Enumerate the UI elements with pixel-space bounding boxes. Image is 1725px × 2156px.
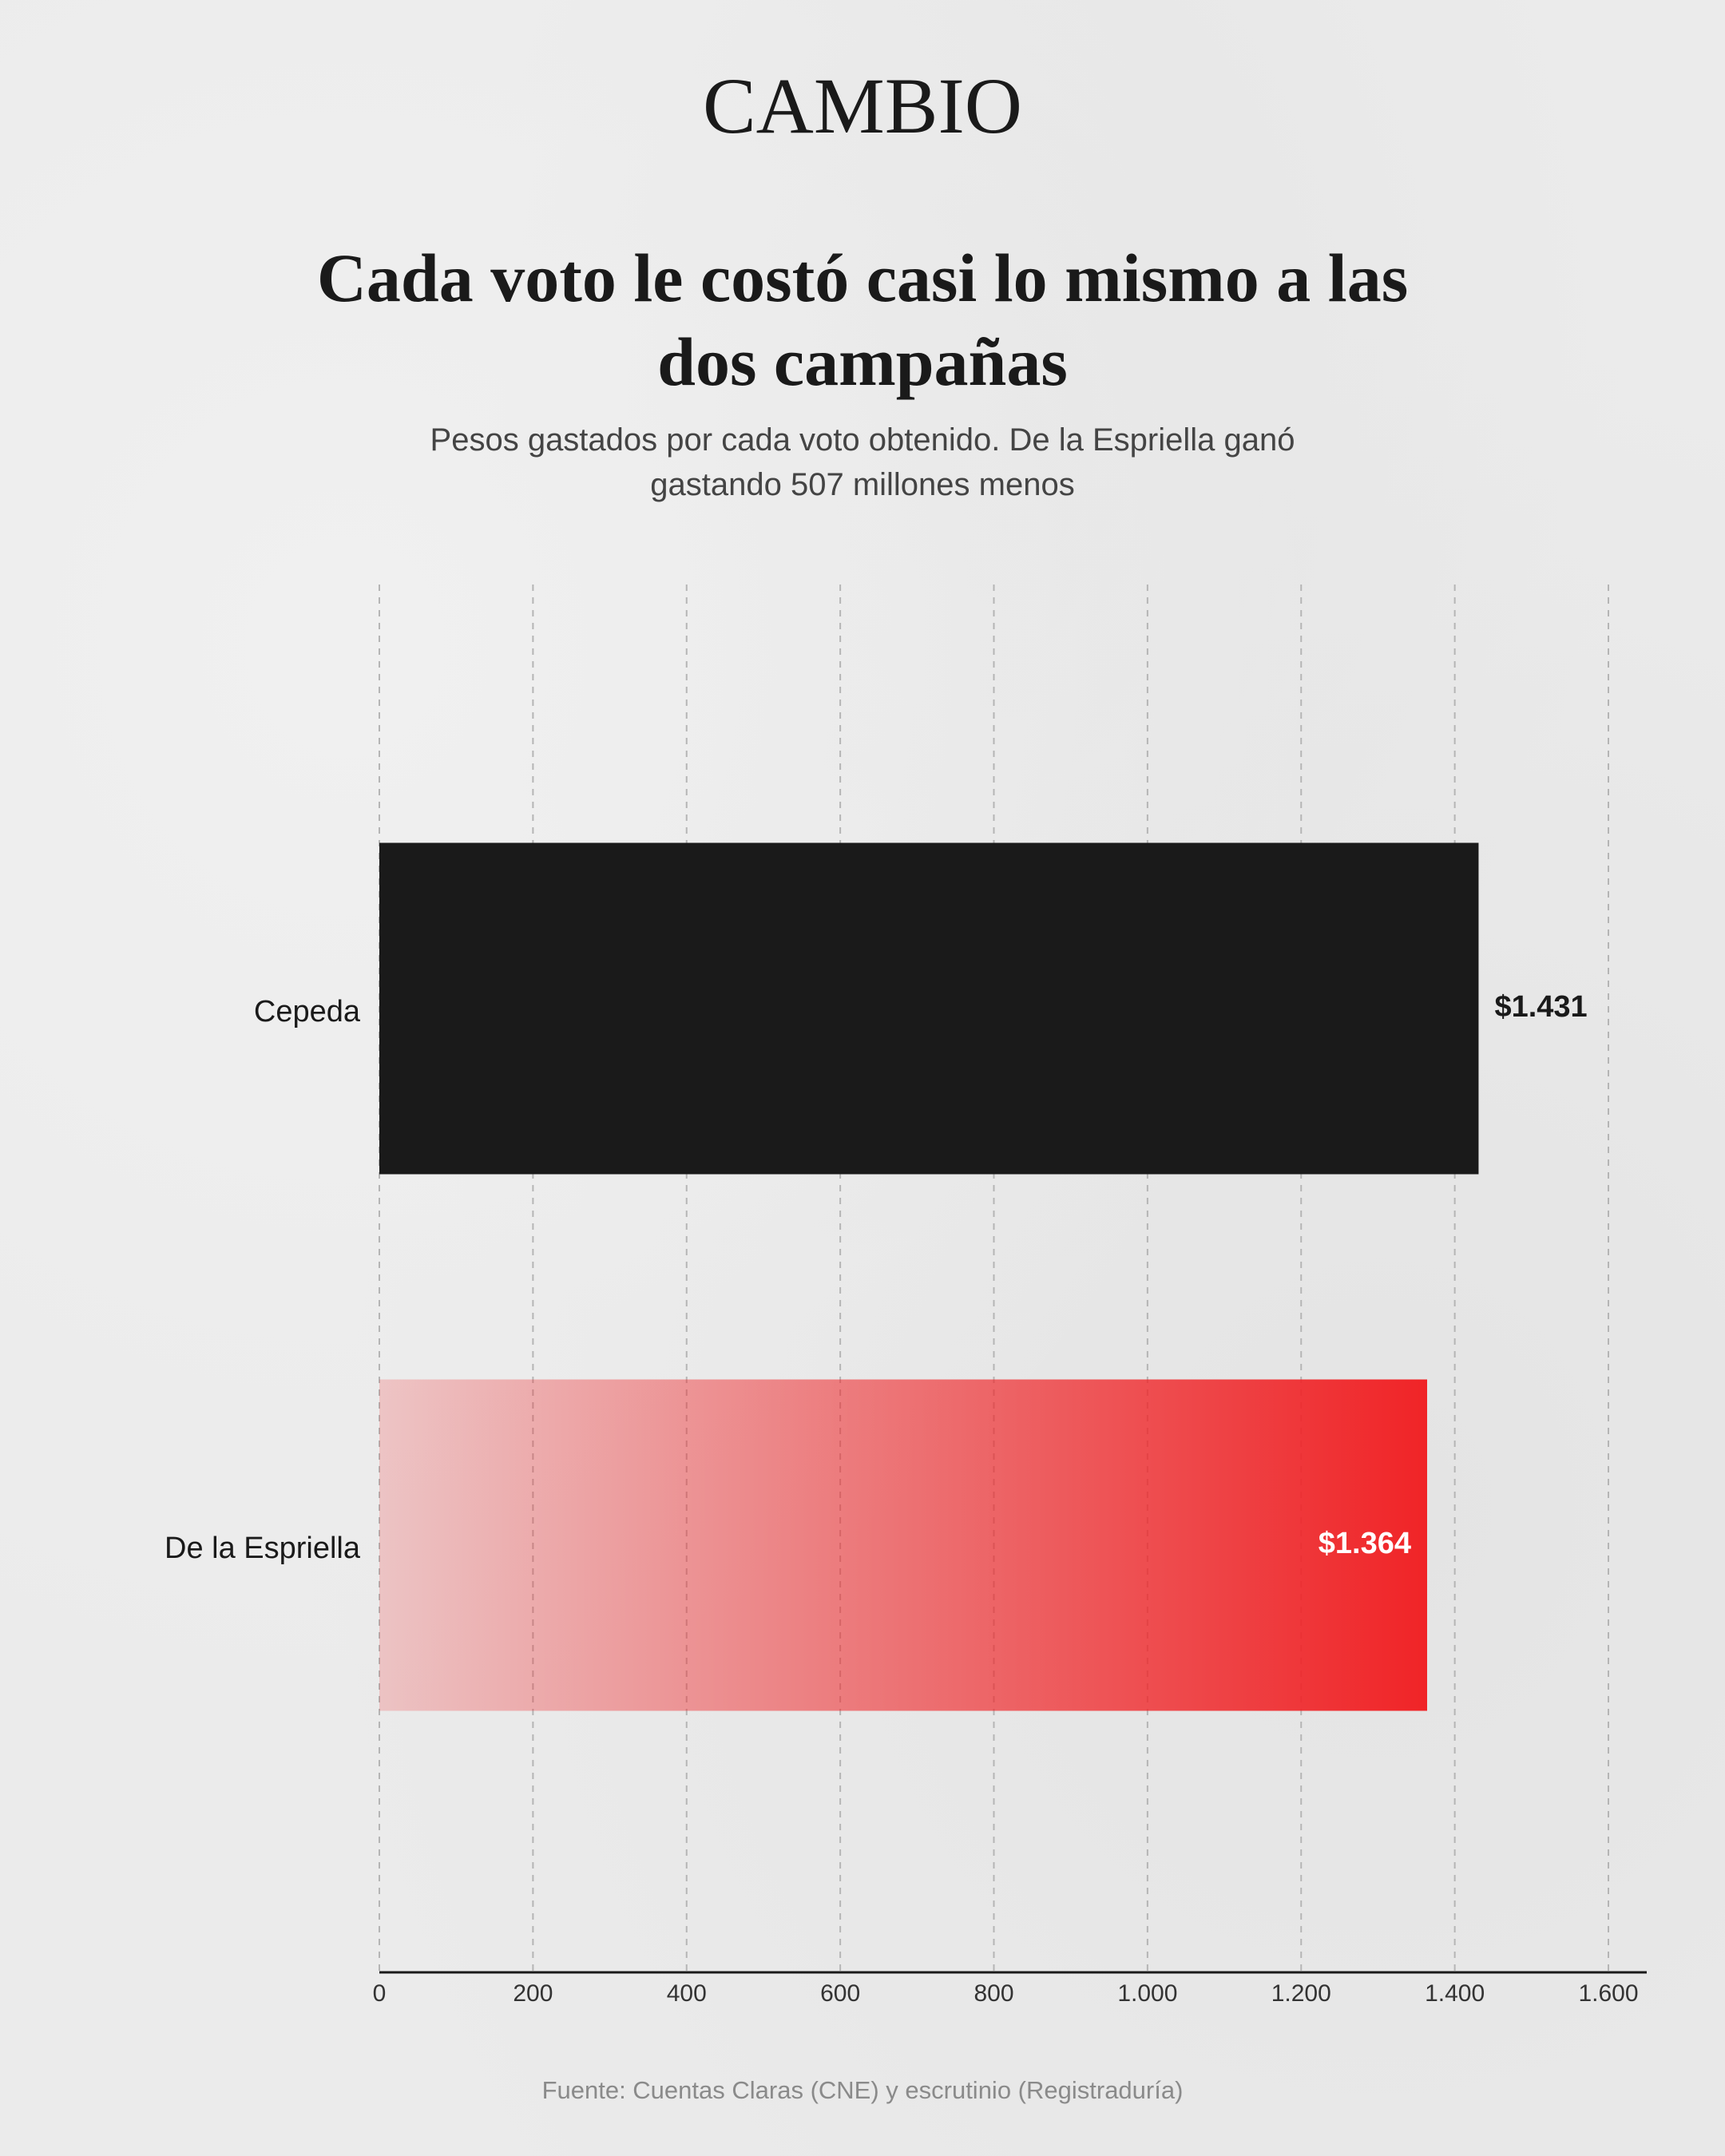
x-tick-label: 1.200 <box>1271 1980 1331 2007</box>
x-tick-label: 0 <box>373 1980 387 2007</box>
x-tick-label: 400 <box>667 1980 707 2007</box>
brand-logo: CAMBIO <box>703 61 1022 150</box>
x-tick-label: 1.000 <box>1117 1980 1177 2007</box>
chart-subtitle: Pesos gastados por cada voto obtenido. D… <box>430 422 1295 502</box>
source-note: Fuente: Cuentas Claras (CNE) y escrutini… <box>542 2076 1184 2104</box>
x-tick-label: 1.600 <box>1578 1980 1638 2007</box>
value-label: $1.431 <box>1494 990 1587 1024</box>
category-label: Cepeda <box>254 995 361 1028</box>
x-tick-label: 1.400 <box>1425 1980 1485 2007</box>
value-label: $1.364 <box>1319 1527 1411 1560</box>
x-tick-label: 800 <box>974 1980 1013 2007</box>
x-tick-label: 200 <box>513 1980 553 2007</box>
x-tick-label: 600 <box>820 1980 860 2007</box>
bar <box>379 842 1479 1175</box>
category-label: De la Espriella <box>165 1532 361 1565</box>
bar <box>379 1379 1427 1711</box>
chart-title: Cada voto le costó casi lo mismo a las do… <box>317 240 1408 400</box>
